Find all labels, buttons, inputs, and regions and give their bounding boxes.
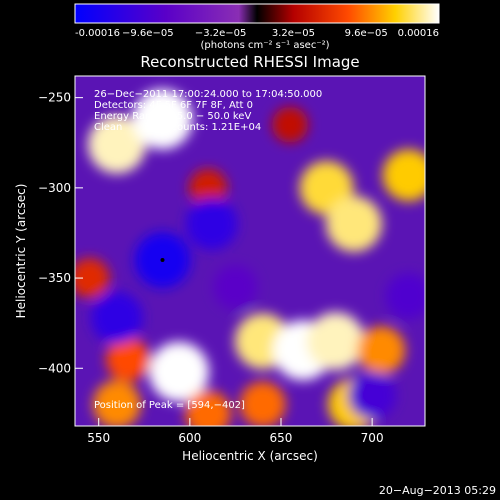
y-tick-label: −250 (38, 91, 71, 105)
overlay-detectors: Detectors: 4F 5F 6F 7F 8F, Att 0 (94, 100, 253, 111)
y-axis-ticks: −250 −300 −350 −400 (38, 91, 83, 375)
heatmap-blob (75, 258, 110, 299)
colorbar-unit-label: (photons cm⁻² s⁻¹ asec⁻²) (200, 40, 329, 51)
x-axis-ticks: 550 600 650 700 (87, 418, 384, 445)
chart-title: Reconstructed RHESSI Image (140, 53, 359, 71)
heatmap-blob (357, 326, 406, 375)
overlay-total-counts: Total counts: 1.21E+04 (144, 122, 261, 133)
overlay-peak: Position of Peak = [594,−402] (94, 400, 245, 411)
x-tick-label: 700 (361, 431, 384, 445)
colorbar-tick-label: 3.2e−05 (272, 28, 315, 39)
colorbar-tick-label: -0.00016 (75, 28, 120, 39)
y-tick-label: −400 (38, 361, 71, 375)
heatmap-blob (132, 89, 193, 150)
x-tick-label: 650 (270, 431, 293, 445)
plot-frame (74, 75, 426, 427)
heatmap-blob (348, 371, 397, 420)
x-axis-label: Heliocentric X (arcsec) (182, 449, 318, 463)
y-axis-label: Heliocentric Y (arcsec) (14, 184, 28, 319)
min-marker (160, 258, 165, 263)
y-tick-label: −350 (38, 271, 71, 285)
colorbar-tick-label: −9.6e−05 (122, 28, 174, 39)
overlay-algorithm: Clean (94, 122, 122, 133)
heatmap-blob (306, 312, 365, 371)
colorbar-ticks: -0.00016 −9.6e−05 −3.2e−05 3.2e−05 9.6e−05 0.… (75, 28, 439, 39)
heatmap-blob (185, 197, 238, 250)
heatmap-blob (382, 149, 425, 202)
heatmap-blob (325, 195, 382, 252)
heatmap-blob (90, 291, 143, 344)
timestamp: 20−Aug−2013 05:29 (379, 484, 496, 497)
colorbar (74, 3, 440, 24)
heatmap-blob (105, 337, 150, 382)
heatmap-blob (272, 106, 309, 143)
overlay-time-range: 26−Dec−2011 17:00:24.000 to 17:04:50.000 (94, 89, 322, 100)
heatmap-blob (148, 341, 209, 402)
x-tick-label: 550 (87, 431, 110, 445)
heatmap-blobs (75, 89, 425, 426)
y-tick-label: −300 (38, 181, 71, 195)
colorbar-tick-label: −3.2e−05 (195, 28, 247, 39)
heatmap-blob (92, 380, 141, 426)
overlay-energy: Energy Range: 25.0 − 50.0 keV (94, 111, 251, 122)
heatmap-blob (189, 168, 228, 207)
heatmap-blob (239, 381, 286, 426)
colorbar-tick-label: 0.00016 (398, 28, 439, 39)
heatmap-blob (185, 390, 232, 426)
heatmap-blob (213, 265, 258, 310)
heatmap-blob (385, 273, 425, 320)
x-tick-label: 600 (178, 431, 201, 445)
colorbar-tick-label: 9.6e−05 (345, 28, 388, 39)
heatmap-blob (87, 115, 146, 174)
